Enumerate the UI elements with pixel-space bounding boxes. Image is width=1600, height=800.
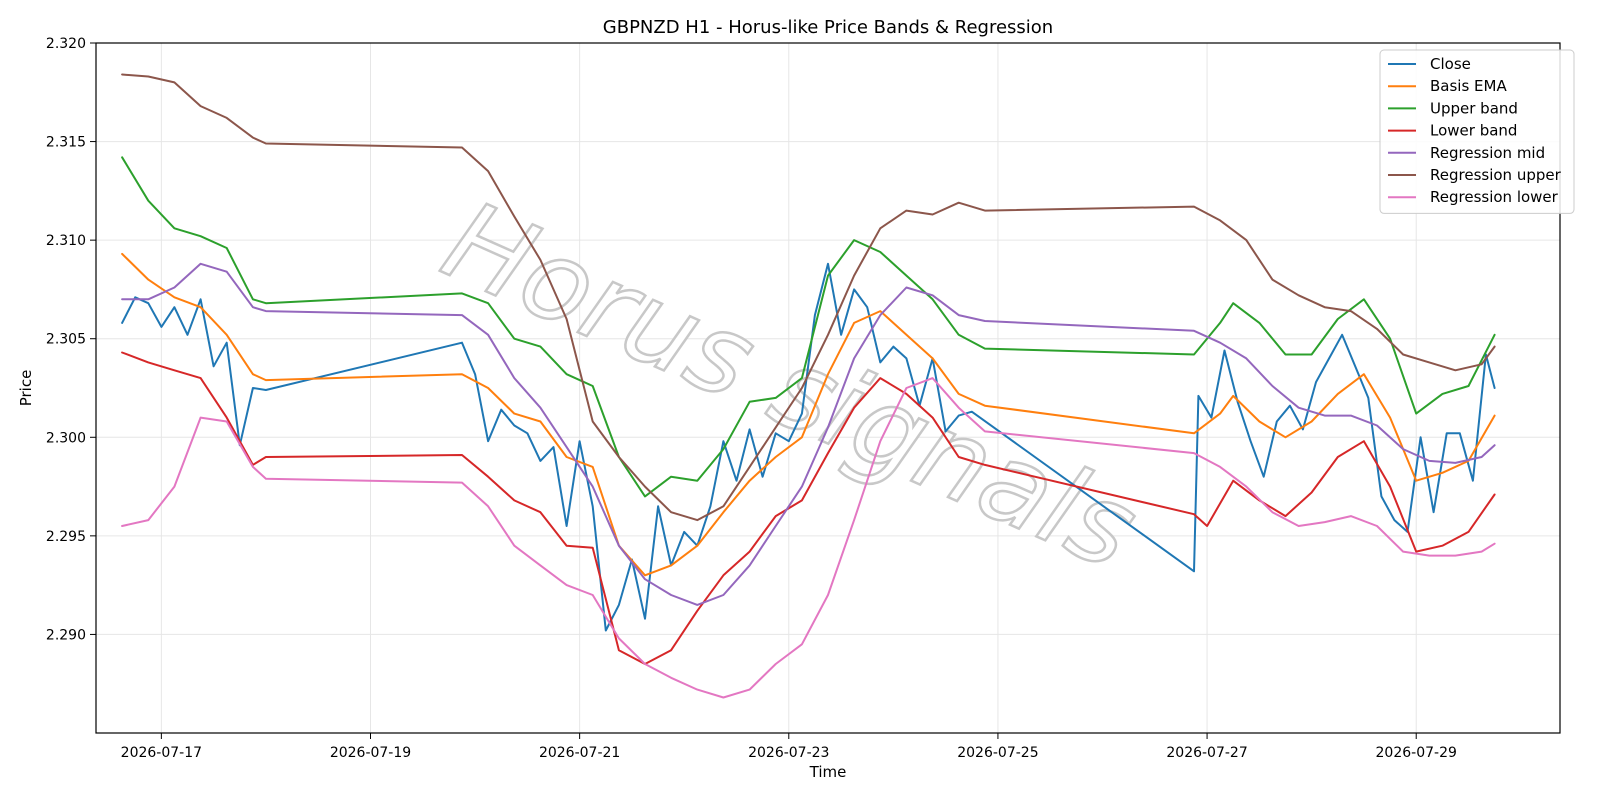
y-tick-label: 2.305: [46, 332, 86, 348]
y-axis-label: Price: [17, 370, 35, 407]
series-line-lower-band: [121, 351, 1496, 665]
y-tick-label: 2.290: [46, 627, 86, 643]
chart-title: GBPNZD H1 - Horus-like Price Bands & Reg…: [603, 17, 1053, 38]
legend-label: Close: [1430, 55, 1471, 73]
x-tick-label: 2026-07-23: [748, 745, 829, 761]
plot-frame: [95, 42, 1561, 734]
y-axis-ticks: 2.290 2.295 2.300 2.305 2.310 2.315 2.320: [46, 36, 96, 643]
legend-label: Regression lower: [1430, 188, 1559, 206]
y-tick-label: 2.320: [46, 36, 86, 52]
x-tick-label: 2026-07-27: [1166, 745, 1247, 761]
y-tick-label: 2.295: [46, 529, 86, 545]
legend-label: Regression mid: [1430, 144, 1545, 162]
x-tick-label: 2026-07-19: [330, 745, 411, 761]
series-lines: [121, 73, 1496, 699]
series-line-basis-ema: [121, 252, 1496, 577]
x-tick-label: 2026-07-21: [539, 745, 620, 761]
x-axis-label: Time: [809, 763, 847, 781]
legend-label: Regression upper: [1430, 166, 1562, 184]
legend: Close Basis EMA Upper band Lower band Regres…: [1379, 49, 1575, 214]
series-line-regression-upper: [121, 73, 1496, 522]
y-tick-label: 2.315: [46, 135, 86, 151]
legend-box: [1379, 49, 1575, 214]
legend-label: Upper band: [1430, 99, 1518, 117]
series-line-regression-mid: [121, 262, 1496, 606]
x-tick-label: 2026-07-17: [121, 745, 202, 761]
y-tick-label: 2.310: [46, 233, 86, 249]
series-line-regression-lower: [121, 377, 1496, 699]
series-line-close: [121, 262, 1496, 632]
legend-label: Lower band: [1430, 122, 1517, 140]
x-tick-label: 2026-07-29: [1376, 745, 1457, 761]
legend-label: Basis EMA: [1430, 77, 1507, 95]
y-tick-label: 2.300: [46, 430, 86, 446]
x-axis-ticks: 2026-07-17 2026-07-19 2026-07-21 2026-07-23…: [121, 733, 1457, 761]
series-line-upper-band: [121, 156, 1496, 498]
x-tick-label: 2026-07-25: [957, 745, 1038, 761]
